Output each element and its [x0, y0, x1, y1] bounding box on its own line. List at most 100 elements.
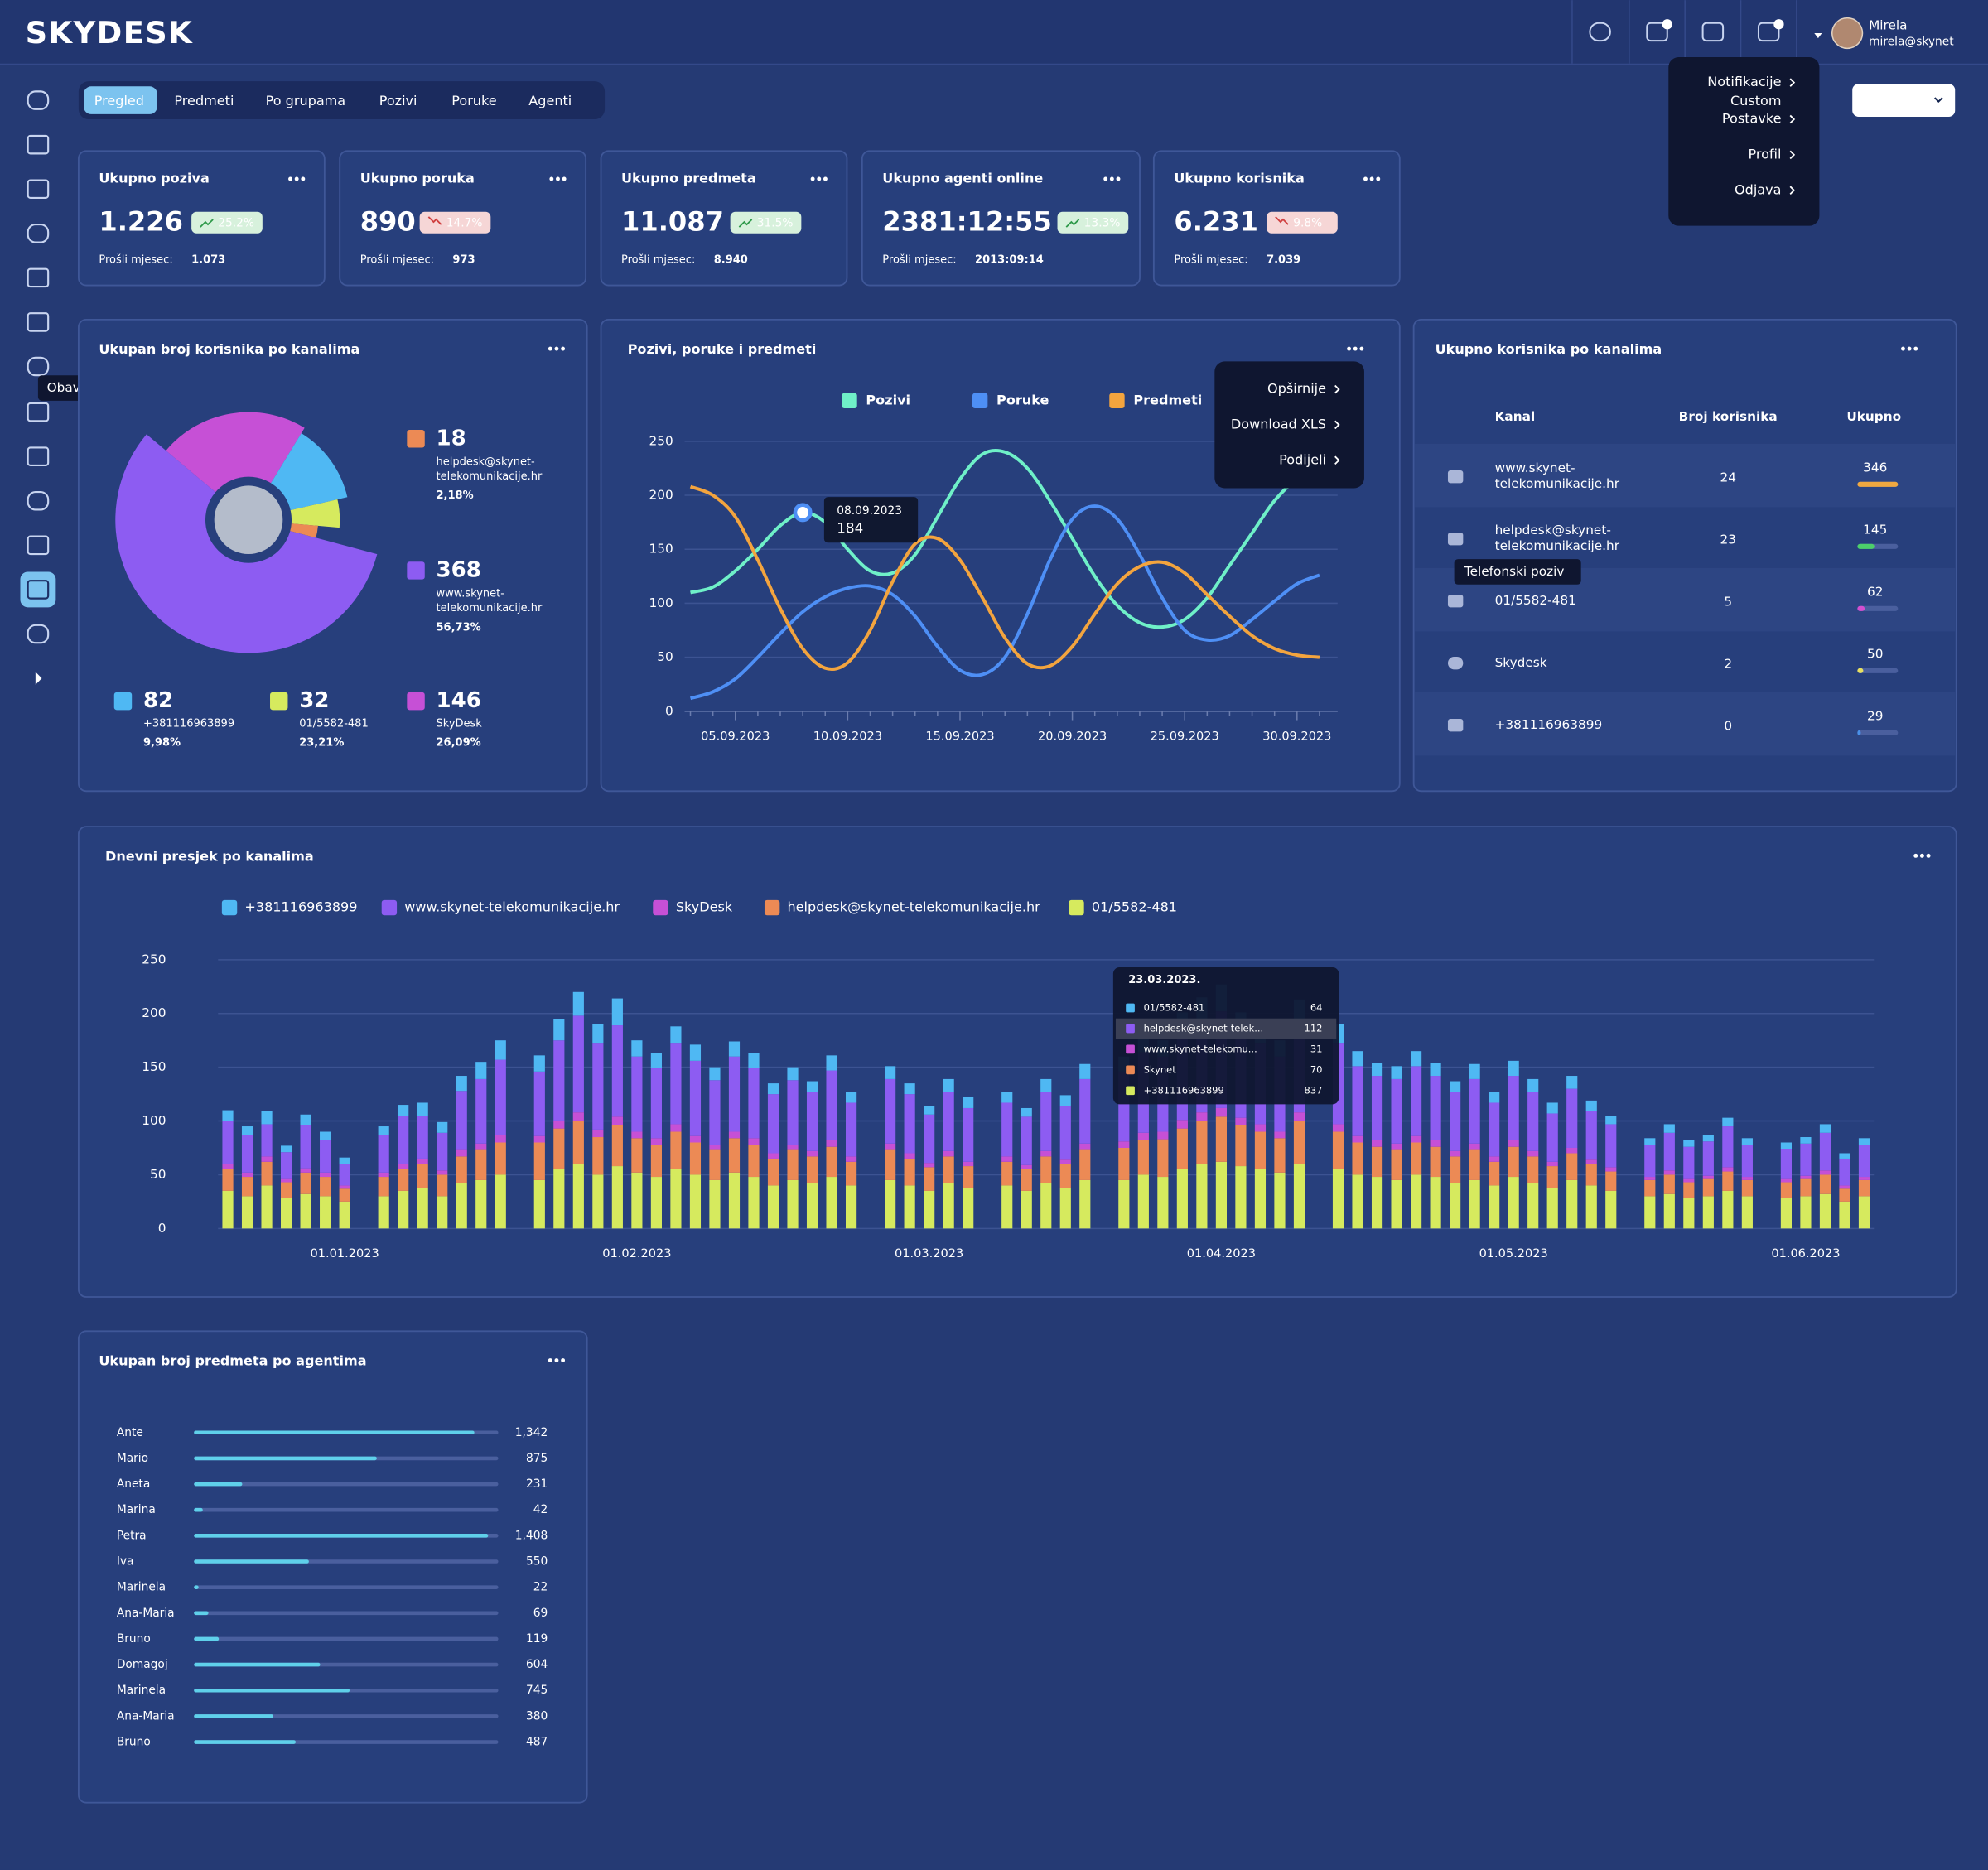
menu-item[interactable]: Download XLS — [1231, 416, 1326, 431]
menu-item[interactable]: Notifikacije — [1707, 74, 1781, 89]
menu-item[interactable]: Profil — [1748, 146, 1781, 161]
menu-item[interactable]: Opširnije — [1267, 381, 1326, 397]
kpi-previous-label: Prošli mjesec: — [1174, 253, 1247, 266]
bar-segment — [456, 1183, 467, 1229]
bar-segment — [1215, 1161, 1227, 1229]
header-icon[interactable] — [1701, 22, 1725, 42]
kpi-card — [861, 150, 1141, 287]
kpi-value: 2381:12:55 — [882, 206, 1052, 238]
sidebar-icon[interactable] — [27, 490, 50, 511]
tab-bar — [78, 81, 606, 120]
header-icon[interactable] — [1646, 22, 1668, 42]
tab[interactable]: Po grupama — [266, 93, 346, 108]
bar-segment — [963, 1188, 974, 1229]
progress-track — [1857, 730, 1899, 735]
download-button[interactable] — [1852, 84, 1956, 117]
bar-segment — [1469, 1179, 1480, 1229]
sidebar-icon[interactable] — [27, 267, 50, 288]
bar-segment — [1527, 1156, 1539, 1183]
bar-segment — [885, 1078, 896, 1144]
legend-label: +381116963899 — [143, 718, 234, 730]
trend-arrow — [1065, 219, 1080, 228]
bar-segment — [300, 1114, 311, 1125]
bar-segment — [845, 1156, 857, 1162]
bar-segment — [1722, 1117, 1734, 1127]
bar-segment — [767, 1153, 779, 1159]
bar-segment — [1566, 1153, 1578, 1180]
menu-item[interactable]: Custom — [1730, 93, 1782, 108]
bar-segment — [1546, 1188, 1558, 1229]
bar — [194, 1636, 220, 1641]
bar-segment — [728, 1172, 741, 1229]
bar-segment — [1663, 1132, 1675, 1171]
bar-segment — [943, 1092, 954, 1151]
bar-segment — [1079, 1063, 1091, 1079]
sidebar-icon[interactable] — [27, 402, 50, 422]
kpi-change: 14.7% — [446, 217, 483, 230]
kpi-title: Ukupno predmeta — [621, 170, 756, 186]
bar-segment — [1196, 1121, 1208, 1164]
tab[interactable]: Predmeti — [174, 93, 234, 108]
sidebar-icon[interactable] — [27, 224, 50, 243]
tab[interactable]: Poruke — [451, 93, 496, 108]
bar-segment — [1371, 1177, 1383, 1229]
bar-segment — [963, 1166, 974, 1188]
bar-segment — [1800, 1137, 1812, 1144]
tab[interactable]: Pregled — [94, 93, 144, 108]
bar-segment — [398, 1105, 409, 1116]
legend-label: www.skynet-telekomunikacije.hr — [437, 587, 543, 614]
legend-swatch — [842, 393, 857, 409]
sidebar-icon[interactable] — [27, 624, 50, 644]
bar-segment — [553, 1169, 565, 1229]
user-count: 23 — [1720, 533, 1735, 547]
sidebar-icon[interactable] — [27, 535, 50, 556]
bar-segment — [787, 1080, 799, 1145]
bar-segment — [1546, 1113, 1558, 1162]
tooltip-value: 64 — [1310, 1002, 1323, 1014]
sidebar-icon[interactable] — [27, 179, 50, 200]
bar-segment — [592, 1174, 604, 1229]
menu-item[interactable]: Podijeli — [1279, 451, 1326, 467]
bar-segment — [709, 1067, 721, 1081]
menu-item[interactable]: Postavke — [1722, 111, 1782, 127]
sidebar-icon[interactable] — [27, 134, 50, 155]
bar-segment — [1741, 1179, 1753, 1197]
bar-segment — [1546, 1166, 1558, 1188]
bar-segment — [709, 1145, 721, 1150]
avatar[interactable] — [1831, 17, 1864, 50]
bar-segment — [1079, 1143, 1091, 1150]
bar-segment — [1585, 1185, 1597, 1229]
total: 62 — [1867, 584, 1883, 599]
kpi-previous-label: Prošli mjesec: — [360, 253, 434, 266]
sidebar-icon[interactable] — [27, 356, 50, 377]
bar-segment — [709, 1080, 721, 1145]
bar-segment — [533, 1055, 545, 1072]
bar-segment — [611, 1025, 623, 1117]
bar-segment — [320, 1196, 331, 1229]
sidebar-icon[interactable] — [27, 580, 50, 600]
bar-segment — [885, 1149, 896, 1180]
kpi-badge — [1057, 211, 1129, 234]
bar-segment — [1644, 1177, 1656, 1180]
value-label: 42 — [533, 1503, 548, 1516]
bar-segment — [1040, 1078, 1052, 1092]
sidebar-icon[interactable] — [27, 446, 50, 466]
header-icon[interactable] — [1589, 22, 1611, 42]
agent-name: Bruno — [117, 1632, 151, 1646]
bar-segment — [1585, 1100, 1597, 1111]
sidebar-icon[interactable] — [27, 312, 50, 332]
tab[interactable]: Pozivi — [379, 93, 417, 108]
header-icon[interactable] — [1757, 22, 1780, 42]
sidebar-expand[interactable] — [35, 672, 42, 685]
bar — [194, 1559, 309, 1564]
bar-segment — [572, 1164, 584, 1229]
bar-segment — [787, 1179, 799, 1229]
kpi-previous: 8.940 — [714, 253, 748, 266]
menu-item[interactable]: Odjava — [1735, 181, 1782, 197]
sidebar-icon[interactable] — [27, 90, 50, 110]
column-header: Ukupno — [1846, 409, 1901, 424]
trend-arrow — [738, 219, 753, 228]
bar-segment — [241, 1172, 253, 1178]
bar-segment — [1566, 1147, 1578, 1154]
tab[interactable]: Agenti — [528, 93, 572, 108]
